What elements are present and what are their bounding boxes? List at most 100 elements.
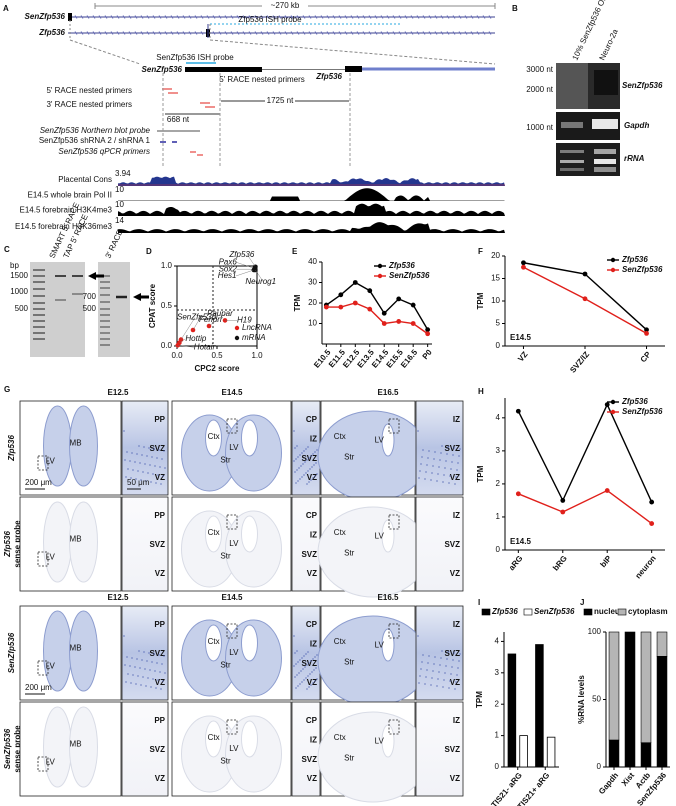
- region-label: LV: [229, 443, 239, 452]
- point: [604, 402, 610, 408]
- point: [396, 296, 402, 302]
- strand-tick: [386, 31, 390, 35]
- strand-tick: [470, 31, 474, 35]
- strand-tick: [272, 31, 276, 35]
- cell-dot: [147, 677, 149, 679]
- cell-dot: [140, 684, 142, 686]
- bar-segment: [640, 631, 652, 743]
- leader-line: [235, 269, 254, 277]
- region-label: Str: [220, 551, 231, 560]
- legend-swatch: [234, 335, 240, 341]
- ish-zoom: [121, 701, 169, 797]
- cell-dot: [311, 671, 313, 673]
- legend-swatch: [610, 267, 616, 273]
- cell-dot: [130, 477, 132, 479]
- cell-dot: [299, 454, 301, 456]
- stage-label: E12.5: [108, 593, 129, 602]
- bar: [507, 653, 517, 768]
- layer-label: IZ: [453, 716, 460, 725]
- point: [521, 264, 526, 270]
- cell-dot: [300, 465, 302, 467]
- region-label: Ctx: [208, 528, 220, 537]
- gene-label: SenZfp536: [142, 65, 183, 74]
- cell-dot: [151, 456, 153, 458]
- cell-dot: [296, 469, 298, 471]
- strand-tick: [194, 15, 198, 19]
- cell-dot: [312, 682, 314, 684]
- strand-tick: [488, 31, 492, 35]
- region-label: Str: [344, 549, 355, 558]
- strand-tick: [146, 15, 150, 19]
- strand-tick: [380, 31, 384, 35]
- cell-dot: [304, 461, 306, 463]
- layer-label: IZ: [453, 620, 460, 629]
- legend-swatch: [481, 608, 491, 616]
- cell-dot: [314, 656, 316, 658]
- cell-dot: [146, 660, 148, 662]
- cell-dot: [308, 662, 310, 664]
- strand-tick: [278, 31, 282, 35]
- cell-dot: [458, 660, 460, 662]
- y-tick-label: 0.0: [161, 341, 173, 350]
- cell-dot: [148, 652, 150, 654]
- cell-dot: [306, 688, 308, 690]
- row-label: Zfp536: [3, 531, 12, 558]
- strand-tick: [434, 31, 438, 35]
- lane-label: 3' RACE: [104, 228, 125, 259]
- band-label: rRNA: [624, 154, 645, 163]
- point-label: Pax6: [219, 258, 238, 267]
- blot-band: [592, 119, 618, 129]
- legend-label: SenZfp536: [622, 265, 663, 274]
- cell-dot: [296, 650, 298, 652]
- strand-tick: [290, 15, 294, 19]
- cell-dot: [314, 680, 316, 682]
- label-bg: [262, 1, 308, 11]
- cell-dot: [138, 650, 140, 652]
- region-label: MB: [70, 534, 82, 543]
- x-tick-label: 0.0: [171, 351, 183, 360]
- primer-label: 3' RACE nested primers: [46, 100, 132, 109]
- cell-dot: [296, 674, 298, 676]
- strand-tick: [470, 15, 474, 19]
- cell-dot: [297, 661, 299, 663]
- cell-dot: [422, 654, 424, 656]
- cell-dot: [154, 670, 156, 672]
- cell-dot: [294, 652, 296, 654]
- scale-label: 200 μm: [25, 478, 52, 487]
- layer-label: CP: [306, 511, 318, 520]
- strand-tick: [314, 31, 318, 35]
- cell-dot: [427, 457, 429, 459]
- cell-dot: [162, 475, 164, 477]
- cell-dot: [459, 653, 461, 655]
- blot-lane: [556, 63, 588, 109]
- legend-swatch: [617, 608, 627, 616]
- point-label: Paupar: [207, 309, 233, 318]
- y-tick-label: 40: [308, 257, 317, 266]
- legend-label: SenZfp536: [622, 407, 663, 416]
- region-label: Str: [344, 754, 355, 763]
- region-label: LV: [46, 456, 56, 465]
- layer-label: SVZ: [444, 540, 460, 549]
- point: [396, 319, 402, 324]
- cell-dot: [419, 675, 421, 677]
- cell-dot: [455, 681, 457, 683]
- layer-label: VZ: [307, 774, 317, 783]
- cell-dot: [125, 681, 127, 683]
- strand-tick: [254, 15, 258, 19]
- ventricle: [241, 720, 258, 758]
- layer-label: CP: [306, 415, 318, 424]
- y-tick-label: 4: [495, 637, 500, 646]
- cell-dot: [442, 686, 444, 688]
- strand-tick: [110, 31, 114, 35]
- exon: [345, 66, 362, 72]
- x-tick-label: aRG: [507, 554, 524, 572]
- region-label: Str: [220, 455, 231, 464]
- strand-tick: [362, 15, 366, 19]
- strand-tick: [140, 15, 144, 19]
- cell-dot: [453, 447, 455, 449]
- point: [521, 260, 526, 266]
- layer-label: SVZ: [444, 444, 460, 453]
- strand-tick: [368, 31, 372, 35]
- layer-label: IZ: [310, 639, 317, 648]
- cell-dot: [306, 483, 308, 485]
